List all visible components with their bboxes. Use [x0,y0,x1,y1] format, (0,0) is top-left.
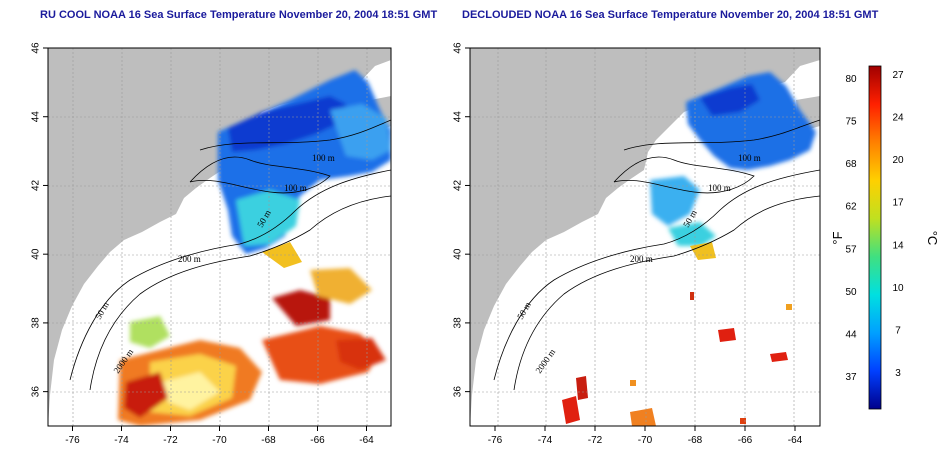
left-grid [48,48,391,426]
right-map-panel: 100 m 100 m 50 m 200 m 50 m 2000 m -76 -7… [453,42,821,446]
left-chart-title: RU COOL NOAA 16 Sea Surface Temperature … [40,9,438,21]
x-tick-label: -66 [738,435,753,446]
right-land-mass [470,48,820,426]
y-tick-label: 40 [31,248,42,260]
right-contour-label-100m-b: 100 m [708,183,731,193]
left-bathymetry-contours [69,119,391,391]
y-tick-label: 44 [31,111,42,123]
left-contour-label-200m: 200 m [178,254,201,264]
y-tick-label: 44 [453,111,464,123]
colorbar-c-tick: 24 [892,113,904,124]
right-bathymetry-contours [493,119,820,391]
right-chart-title: DECLOUDED NOAA 16 Sea Surface Temperatur… [462,9,879,21]
x-tick-label: -64 [359,435,374,446]
left-map-panel: 100 m 100 m 50 m 200 m 50 m 2000 m -76 -7… [31,42,392,446]
y-tick-label: 38 [453,317,464,329]
colorbar-f-tick: 75 [845,117,857,128]
colorbar-f-tick: 57 [845,244,857,255]
colorbar-f-tick: 62 [845,202,857,213]
colorbar-f-tick: 80 [845,74,857,85]
x-tick-label: -76 [65,435,80,446]
left-axes: -76 -74 -72 -70 -68 -66 -64 36 38 40 42 44 46 [31,42,375,446]
y-tick-label: 36 [453,386,464,398]
x-tick-label: -64 [788,435,803,446]
y-tick-label: 42 [31,179,42,191]
x-tick-label: -70 [212,435,227,446]
colorbar-c-tick: 27 [892,70,904,81]
fahrenheit-unit-label: °F [830,231,845,244]
x-tick-label: -68 [688,435,703,446]
colorbar-c-tick: 7 [895,325,901,336]
colorbar: 80 75 68 62 57 50 44 37 27 24 20 17 14 10 7 3 °F °C [830,65,940,410]
x-tick-label: -68 [261,435,276,446]
y-tick-label: 46 [31,42,42,54]
left-contour-label-100m-a: 100 m [312,153,335,163]
x-tick-label: -72 [163,435,178,446]
y-tick-label: 46 [453,42,464,54]
celsius-unit-label: °C [925,231,940,246]
right-contour-label-200m: 200 m [630,254,653,264]
right-axes: -76 -74 -72 -70 -68 -66 -64 36 38 40 42 44 46 [453,42,803,446]
y-tick-label: 38 [31,317,42,329]
colorbar-c-tick: 20 [892,155,904,166]
y-tick-label: 42 [453,179,464,191]
x-tick-label: -74 [114,435,129,446]
colorbar-f-tick: 37 [845,372,857,383]
y-tick-label: 40 [453,248,464,260]
colorbar-c-tick: 10 [892,283,904,294]
colorbar-c-tick: 14 [892,240,904,251]
right-contour-label-100m-a: 100 m [738,153,761,163]
colorbar-f-tick: 50 [845,287,857,298]
x-tick-label: -74 [538,435,553,446]
x-tick-label: -70 [638,435,653,446]
x-tick-label: -66 [310,435,325,446]
right-grid [470,48,820,426]
colorbar-ticks: 80 75 68 62 57 50 44 37 27 24 20 17 14 10 7 3 [845,70,904,383]
x-tick-label: -76 [488,435,503,446]
colorbar-c-tick: 17 [892,198,904,209]
colorbar-f-tick: 68 [845,159,857,170]
y-tick-label: 36 [31,386,42,398]
colorbar-f-tick: 44 [845,329,857,340]
x-tick-label: -72 [588,435,603,446]
left-contour-label-100m-b: 100 m [284,183,307,193]
left-land-mass [48,48,391,426]
colorbar-ramp [868,65,882,410]
colorbar-c-tick: 3 [895,368,901,379]
